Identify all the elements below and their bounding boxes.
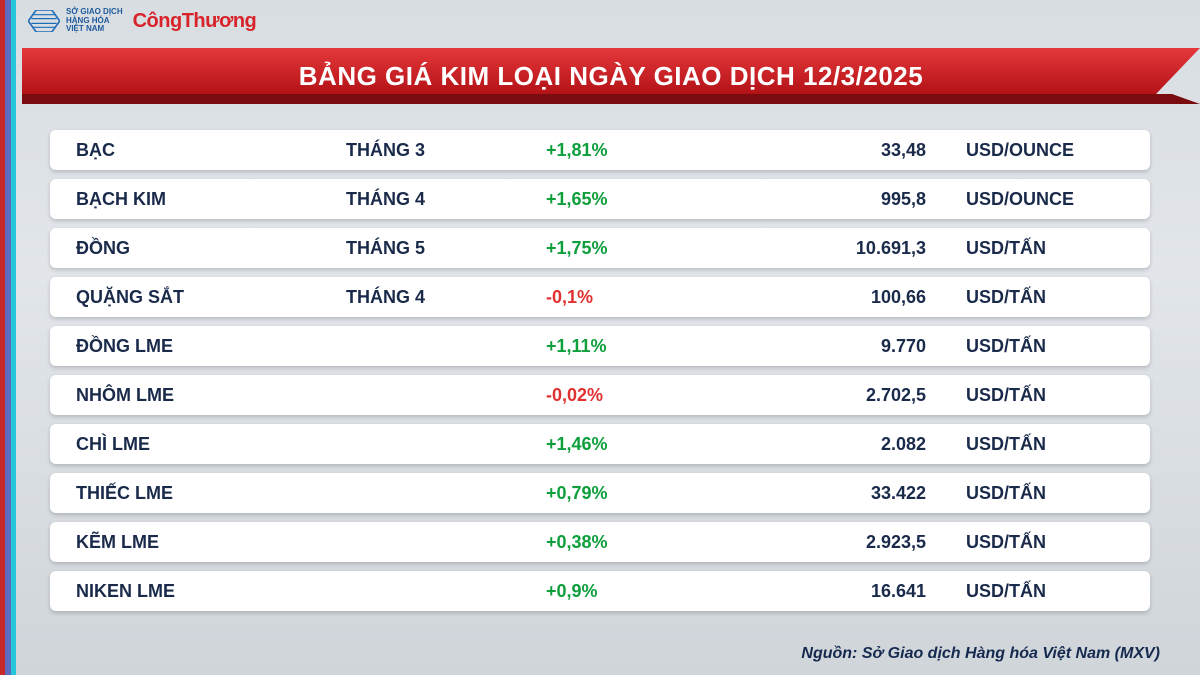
cell-name: BẠC [76, 140, 346, 161]
cell-price: 16.641 [746, 581, 966, 602]
table-row: NHÔM LME -0,02%2.702,5USD/TẤN [50, 375, 1150, 415]
logo-org-text: SỞ GIAO DỊCH HÀNG HÓA VIỆT NAM [66, 8, 123, 34]
cell-name: ĐỒNG LME [76, 336, 346, 357]
cell-unit: USD/TẤN [966, 434, 1124, 455]
cell-unit: USD/TẤN [966, 238, 1124, 259]
cell-price: 2.082 [746, 434, 966, 455]
cell-name: CHÌ LME [76, 434, 346, 455]
cell-change: +1,46% [546, 434, 746, 455]
table-row: KẼM LME +0,38%2.923,5USD/TẤN [50, 522, 1150, 562]
cell-change: -0,02% [546, 385, 746, 406]
cell-name: NHÔM LME [76, 385, 346, 406]
source-attribution: Nguồn: Sở Giao dịch Hàng hóa Việt Nam (M… [801, 645, 1160, 663]
cell-unit: USD/TẤN [966, 532, 1124, 553]
cell-change: +0,9% [546, 581, 746, 602]
table-row: BẠCH KIMTHÁNG 4+1,65%995,8USD/OUNCE [50, 179, 1150, 219]
cell-month: THÁNG 3 [346, 140, 546, 161]
cell-price: 2.702,5 [746, 385, 966, 406]
cell-name: BẠCH KIM [76, 189, 346, 210]
cell-month: THÁNG 4 [346, 189, 546, 210]
cell-change: +1,81% [546, 140, 746, 161]
logo-brand-part2: Thương [182, 10, 257, 32]
cell-price: 100,66 [746, 287, 966, 308]
cell-name: NIKEN LME [76, 581, 346, 602]
table-row: ĐỒNGTHÁNG 5+1,75%10.691,3USD/TẤN [50, 228, 1150, 268]
page-title: BẢNG GIÁ KIM LOẠI NGÀY GIAO DỊCH 12/3/20… [22, 48, 1200, 104]
table-row: ĐỒNG LME +1,11%9.770USD/TẤN [50, 326, 1150, 366]
cell-price: 9.770 [746, 336, 966, 357]
cell-unit: USD/TẤN [966, 287, 1124, 308]
cell-price: 10.691,3 [746, 238, 966, 259]
logo-org-line3: VIỆT NAM [66, 25, 123, 34]
cell-unit: USD/TẤN [966, 385, 1124, 406]
table-row: NIKEN LME +0,9%16.641USD/TẤN [50, 571, 1150, 611]
cell-price: 2.923,5 [746, 532, 966, 553]
cell-change: -0,1% [546, 287, 746, 308]
title-banner: BẢNG GIÁ KIM LOẠI NGÀY GIAO DỊCH 12/3/20… [22, 48, 1200, 104]
mxv-logo-icon [28, 10, 60, 32]
logo-brand: CôngThương [133, 10, 257, 33]
cell-unit: USD/OUNCE [966, 189, 1124, 210]
cell-price: 33,48 [746, 140, 966, 161]
cell-unit: USD/TẤN [966, 483, 1124, 504]
logo-brand-part1: Công [133, 10, 182, 32]
cell-unit: USD/TẤN [966, 581, 1124, 602]
cell-name: ĐỒNG [76, 238, 346, 259]
cell-change: +0,79% [546, 483, 746, 504]
cell-month: THÁNG 4 [346, 287, 546, 308]
price-table: BẠCTHÁNG 3+1,81%33,48USD/OUNCEBẠCH KIMTH… [50, 130, 1150, 620]
cell-unit: USD/TẤN [966, 336, 1124, 357]
table-row: THIẾC LME +0,79%33.422USD/TẤN [50, 473, 1150, 513]
cell-price: 33.422 [746, 483, 966, 504]
cell-change: +0,38% [546, 532, 746, 553]
table-row: CHÌ LME +1,46%2.082USD/TẤN [50, 424, 1150, 464]
accent-stripes [0, 0, 16, 675]
cell-month: THÁNG 5 [346, 238, 546, 259]
cell-change: +1,65% [546, 189, 746, 210]
cell-name: THIẾC LME [76, 483, 346, 504]
cell-change: +1,11% [546, 336, 746, 357]
cell-unit: USD/OUNCE [966, 140, 1124, 161]
logo-block: SỞ GIAO DỊCH HÀNG HÓA VIỆT NAM CôngThươn… [28, 6, 256, 36]
cell-name: QUẶNG SẮT [76, 287, 346, 308]
cell-change: +1,75% [546, 238, 746, 259]
cell-name: KẼM LME [76, 532, 346, 553]
cell-price: 995,8 [746, 189, 966, 210]
stripe-3 [11, 0, 16, 675]
table-row: BẠCTHÁNG 3+1,81%33,48USD/OUNCE [50, 130, 1150, 170]
table-row: QUẶNG SẮTTHÁNG 4-0,1%100,66USD/TẤN [50, 277, 1150, 317]
